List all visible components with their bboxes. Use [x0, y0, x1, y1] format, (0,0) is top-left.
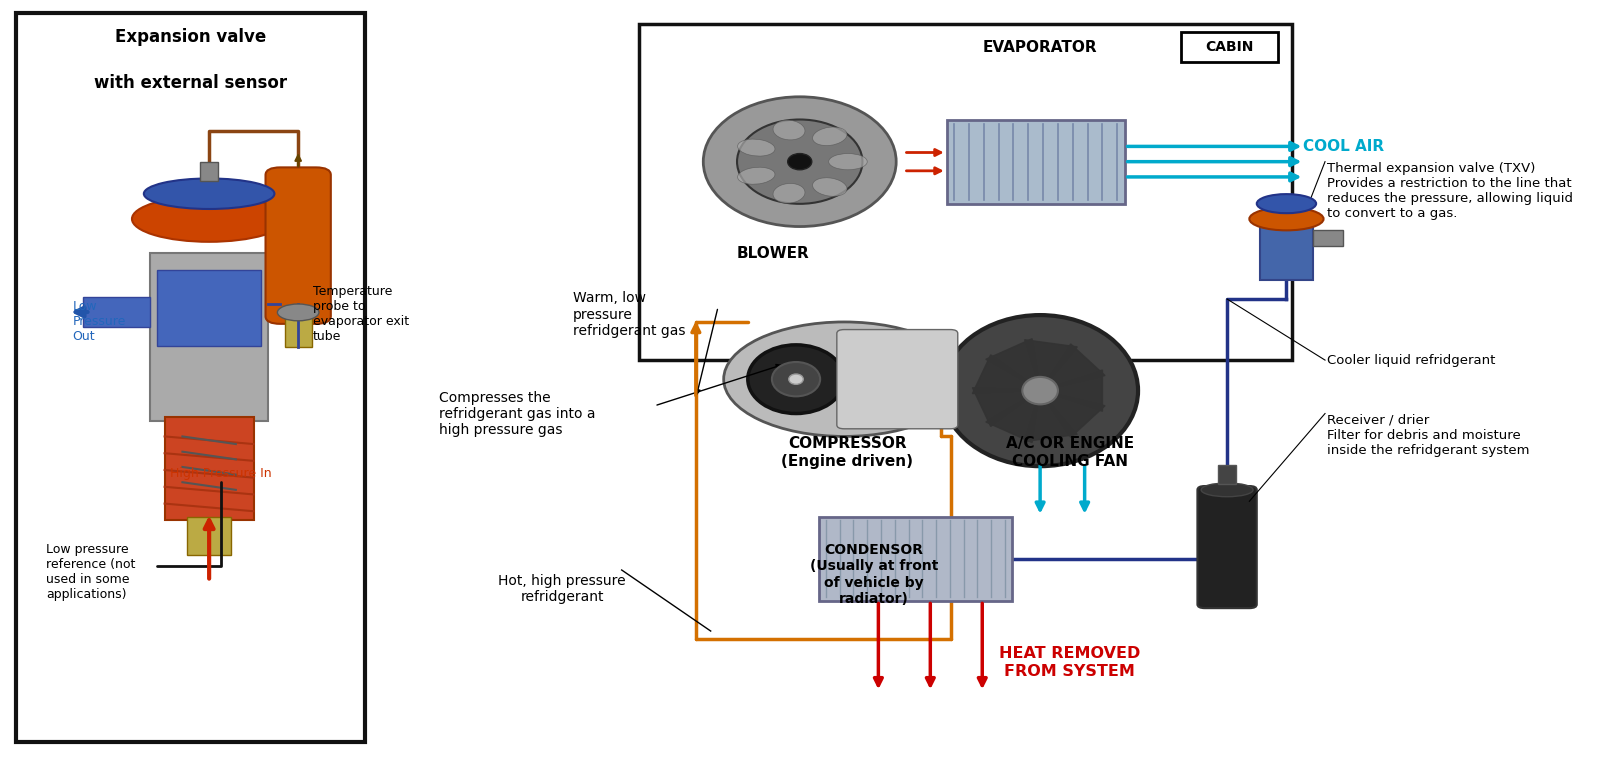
- Ellipse shape: [131, 196, 286, 242]
- Ellipse shape: [738, 167, 774, 184]
- Polygon shape: [1040, 391, 1106, 437]
- Ellipse shape: [771, 362, 821, 396]
- Text: with external sensor: with external sensor: [94, 74, 286, 92]
- FancyBboxPatch shape: [837, 329, 958, 429]
- Text: Low
Pressure
Out: Low Pressure Out: [72, 300, 126, 343]
- Text: Warm, low
pressure
refridgerant gas: Warm, low pressure refridgerant gas: [573, 291, 685, 338]
- FancyBboxPatch shape: [16, 13, 365, 741]
- Polygon shape: [986, 339, 1040, 391]
- Text: Temperature
probe to
evaporator exit
tube: Temperature probe to evaporator exit tub…: [314, 285, 410, 343]
- FancyBboxPatch shape: [285, 313, 312, 347]
- Ellipse shape: [1022, 377, 1058, 404]
- Ellipse shape: [738, 119, 862, 204]
- Ellipse shape: [1250, 208, 1323, 231]
- Ellipse shape: [789, 374, 803, 385]
- Ellipse shape: [723, 322, 965, 437]
- FancyBboxPatch shape: [200, 162, 218, 181]
- FancyBboxPatch shape: [150, 254, 269, 421]
- FancyBboxPatch shape: [640, 25, 1293, 360]
- Polygon shape: [1040, 370, 1102, 411]
- Text: BLOWER: BLOWER: [736, 246, 810, 260]
- Ellipse shape: [773, 183, 805, 203]
- Text: Low pressure
reference (not
used in some
applications): Low pressure reference (not used in some…: [46, 543, 136, 601]
- FancyBboxPatch shape: [819, 516, 1011, 601]
- Polygon shape: [1024, 339, 1077, 391]
- Text: Hot, high pressure
refridgerant: Hot, high pressure refridgerant: [499, 574, 626, 604]
- Ellipse shape: [747, 345, 845, 414]
- Polygon shape: [986, 391, 1040, 443]
- Text: HEAT REMOVED
FROM SYSTEM: HEAT REMOVED FROM SYSTEM: [998, 647, 1141, 679]
- Text: CONDENSOR
(Usually at front
of vehicle by
radiator): CONDENSOR (Usually at front of vehicle b…: [810, 543, 938, 606]
- Text: COOL AIR: COOL AIR: [1302, 139, 1384, 154]
- Polygon shape: [1040, 344, 1106, 391]
- Ellipse shape: [829, 153, 867, 170]
- Text: Thermal expansion valve (TXV)
Provides a restriction to the line that
reduces th: Thermal expansion valve (TXV) Provides a…: [1326, 162, 1573, 220]
- Ellipse shape: [1256, 194, 1317, 213]
- Ellipse shape: [813, 127, 846, 146]
- Text: CABIN: CABIN: [1205, 40, 1253, 54]
- Text: COMPRESSOR
(Engine driven): COMPRESSOR (Engine driven): [781, 437, 914, 469]
- Polygon shape: [973, 355, 1040, 394]
- FancyBboxPatch shape: [1181, 32, 1277, 63]
- Ellipse shape: [1202, 483, 1253, 496]
- Ellipse shape: [813, 178, 846, 196]
- Text: Expansion valve: Expansion valve: [115, 28, 266, 46]
- Ellipse shape: [277, 304, 318, 321]
- Text: Cooler liquid refridgerant: Cooler liquid refridgerant: [1326, 354, 1494, 367]
- Text: Compresses the
refridgerant gas into a
high pressure gas: Compresses the refridgerant gas into a h…: [438, 391, 595, 437]
- Ellipse shape: [787, 153, 811, 170]
- FancyBboxPatch shape: [947, 119, 1125, 204]
- Ellipse shape: [738, 139, 774, 156]
- FancyBboxPatch shape: [1314, 231, 1342, 246]
- FancyBboxPatch shape: [187, 516, 232, 555]
- Polygon shape: [1024, 391, 1077, 441]
- Ellipse shape: [942, 315, 1138, 466]
- Polygon shape: [973, 388, 1040, 427]
- FancyBboxPatch shape: [1259, 227, 1314, 280]
- Ellipse shape: [144, 178, 275, 209]
- FancyBboxPatch shape: [165, 417, 254, 520]
- FancyBboxPatch shape: [83, 296, 150, 327]
- Text: EVAPORATOR: EVAPORATOR: [982, 40, 1098, 54]
- FancyBboxPatch shape: [1197, 486, 1256, 608]
- FancyBboxPatch shape: [1218, 465, 1235, 484]
- FancyBboxPatch shape: [157, 270, 261, 345]
- FancyBboxPatch shape: [266, 168, 331, 324]
- Ellipse shape: [704, 97, 896, 227]
- Text: Receiver / drier
Filter for debris and moisture
inside the refridgerant system: Receiver / drier Filter for debris and m…: [1326, 414, 1530, 457]
- Text: High Pressure In: High Pressure In: [170, 467, 272, 480]
- Text: A/C OR ENGINE
COOLING FAN: A/C OR ENGINE COOLING FAN: [1006, 437, 1134, 469]
- Ellipse shape: [773, 120, 805, 140]
